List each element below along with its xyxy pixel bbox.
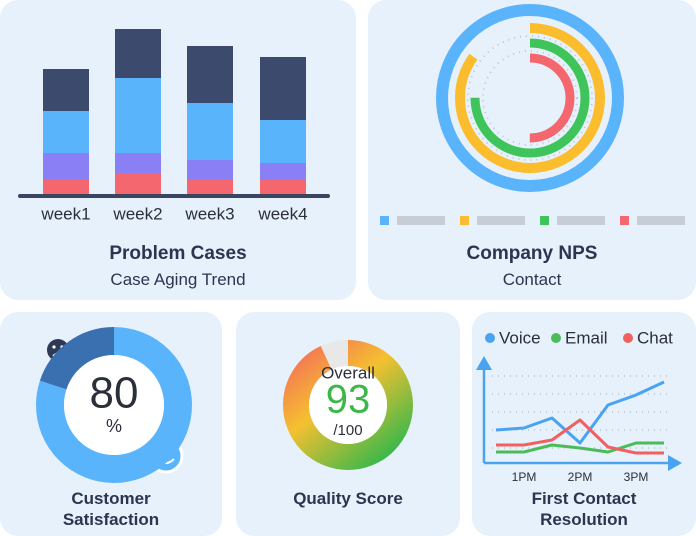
bar-segment: [115, 173, 161, 194]
card-title: Problem Cases: [109, 243, 247, 264]
card-title: Customer Satisfaction: [62, 489, 160, 529]
gauge-total: /100: [333, 422, 362, 439]
bar-segment: [187, 103, 233, 160]
legend-label: Chat: [637, 328, 673, 347]
ring-arc: [455, 23, 605, 173]
bar-segment: [115, 153, 161, 173]
legend-placeholder: [397, 216, 445, 225]
bar-segment: [43, 69, 89, 111]
donut-value: 80: [90, 369, 139, 418]
ring-arc: [436, 4, 624, 192]
legend-placeholder: [637, 216, 685, 225]
axes: [476, 356, 682, 471]
x-tick-label: week1: [40, 204, 90, 223]
line-series: [496, 418, 664, 455]
bar-segment: [260, 180, 306, 194]
card-title: Quality Score: [293, 489, 403, 508]
bar-segment: [187, 160, 233, 179]
x-tick-label: week4: [257, 204, 307, 223]
gauge-hole: [309, 366, 387, 444]
line-series: [495, 380, 665, 445]
dotted-ring: [482, 50, 578, 146]
ring-arc: [470, 38, 590, 158]
card-title: First Contact Resolution: [531, 489, 637, 529]
card-subtitle: Case Aging Trend: [110, 270, 246, 289]
line-series: [496, 441, 664, 454]
x-tick-label: week3: [184, 204, 234, 223]
legend-label: Email: [565, 328, 608, 347]
ring-arc: [485, 53, 575, 143]
bar-segment: [260, 163, 306, 180]
x-tick-label: 1PM: [512, 470, 537, 484]
gauge-value: 93: [326, 378, 371, 422]
bar-segment: [43, 179, 89, 194]
donut-unit: %: [106, 416, 122, 436]
x-tick-label: 2PM: [568, 470, 593, 484]
bar-segment: [43, 111, 89, 153]
donut-hole: [64, 355, 164, 455]
legend-swatch: [620, 216, 629, 225]
bar-segment: [260, 120, 306, 163]
legend-swatch: [540, 216, 549, 225]
bar-segment: [115, 29, 161, 78]
legend-swatch: [380, 216, 389, 225]
card-title: Company NPS: [466, 243, 598, 264]
bar-segment: [43, 153, 89, 179]
legend-label: Voice: [499, 328, 541, 347]
bar-segment: [187, 46, 233, 103]
legend-marker: [623, 333, 633, 343]
dotted-ring: [467, 35, 593, 161]
legend-placeholder: [477, 216, 525, 225]
ring-arc: [283, 340, 413, 470]
x-tick-label: week2: [112, 204, 162, 223]
legend-marker: [485, 333, 495, 343]
legend-marker: [551, 333, 561, 343]
gauge-label: Overall: [321, 363, 375, 382]
bar-segment: [187, 179, 233, 194]
ring-arc: [36, 327, 192, 483]
x-tick-label: 3PM: [624, 470, 649, 484]
bar-segment: [260, 57, 306, 120]
card-subtitle: Contact: [502, 270, 562, 289]
legend-placeholder: [557, 216, 605, 225]
legend-swatch: [460, 216, 469, 225]
bar-segment: [115, 78, 161, 153]
